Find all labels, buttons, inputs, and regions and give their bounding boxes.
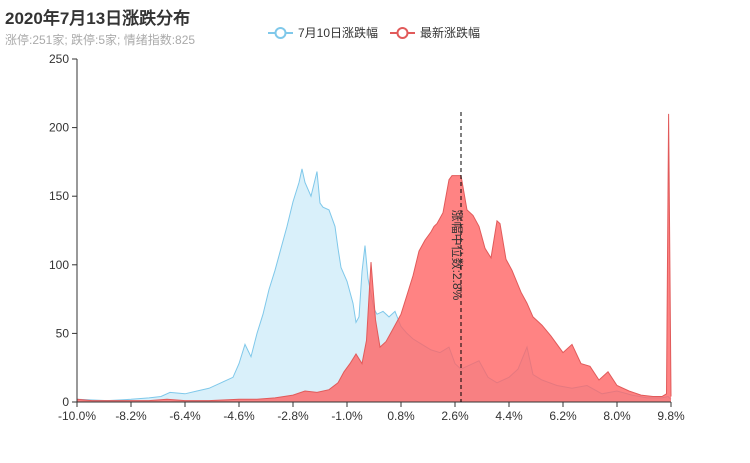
y-tick-label: 50 xyxy=(56,326,70,340)
y-tick-label: 100 xyxy=(49,258,69,272)
x-tick-label: 2.6% xyxy=(441,409,469,423)
x-tick-label: -6.4% xyxy=(169,409,201,423)
x-tick-label: -2.8% xyxy=(277,409,309,423)
chart-subtitle: 涨停:251家; 跌停:5家; 情绪指数:825 xyxy=(5,33,196,47)
x-tick-label: -8.2% xyxy=(115,409,147,423)
x-tick-label: 4.4% xyxy=(495,409,523,423)
series-area-1 xyxy=(77,113,671,403)
legend: 7月10日涨跌幅 最新涨跌幅 xyxy=(268,24,480,41)
y-tick-label: 0 xyxy=(62,395,69,409)
legend-label-latest: 最新涨跌幅 xyxy=(420,26,481,40)
x-tick-label: -1.0% xyxy=(331,409,363,423)
legend-swatch-latest xyxy=(390,26,416,39)
y-tick-label: 150 xyxy=(49,189,69,203)
y-tick-label: 250 xyxy=(49,52,69,66)
legend-label-prev: 7月10日涨跌幅 xyxy=(298,26,379,40)
y-tick-label: 200 xyxy=(49,121,69,135)
x-tick-label: 8.0% xyxy=(603,409,631,423)
series-line-1 xyxy=(76,113,672,402)
x-tick-label: 6.2% xyxy=(549,409,577,423)
x-tick-label: -10.0% xyxy=(58,409,96,423)
legend-item-prev[interactable]: 7月10日涨跌幅 xyxy=(268,24,378,41)
legend-swatch-prev xyxy=(268,26,293,39)
legend-item-latest[interactable]: 最新涨跌幅 xyxy=(390,24,480,41)
x-tick-label: 9.8% xyxy=(657,409,685,423)
median-label: 涨幅中位数:2.8% xyxy=(450,210,465,301)
x-tick-label: -4.6% xyxy=(223,409,255,423)
x-tick-label: 0.8% xyxy=(387,409,415,423)
chart-title: 2020年7月13日涨跌分布 xyxy=(5,9,191,28)
